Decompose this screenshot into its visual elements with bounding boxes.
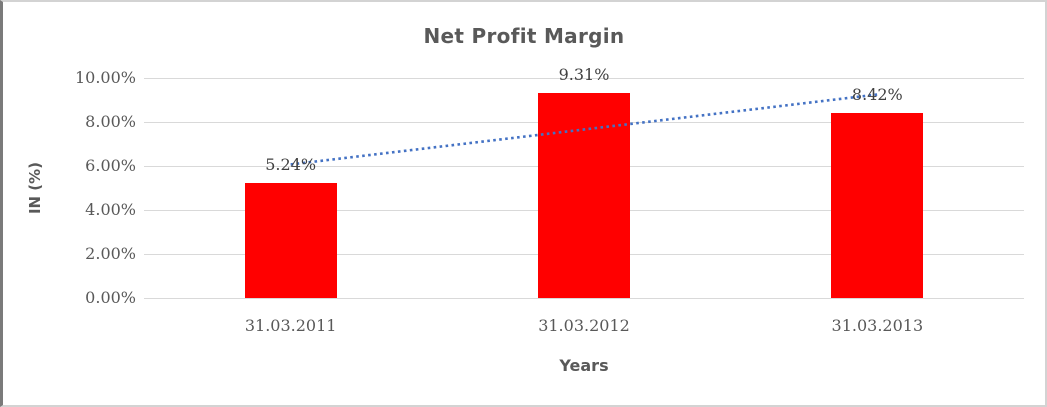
y-tick-label: 4.00% [85, 200, 136, 219]
plot-area: 5.24% 31.03.2011 9.31% 31.03.2012 8.42% 31.03… [144, 67, 1024, 335]
x-tick-label: 31.03.2011 [244, 316, 337, 335]
x-tick-label: 31.03.2013 [831, 316, 924, 335]
y-tick-label: 6.00% [85, 156, 136, 175]
bar-31.03.2011 [244, 182, 337, 298]
chart-title: Net Profit Margin [423, 24, 625, 48]
bar-data-label: 5.24% [265, 154, 317, 174]
y-tick-label: 2.00% [85, 244, 136, 263]
y-tick-label: 10.00% [74, 68, 136, 87]
bar-31.03.2013 [831, 112, 924, 298]
gridline [144, 77, 1024, 79]
trendline-layer [290, 93, 878, 166]
y-axis-title: IN (%) [17, 78, 53, 298]
y-tick-label: 0.00% [85, 288, 136, 307]
y-tick-label: 8.00% [85, 112, 136, 131]
trendline [290, 93, 878, 166]
bar-data-label: 8.42% [851, 84, 903, 104]
x-axis-title: Years [559, 356, 609, 375]
bar-31.03.2012 [538, 93, 630, 298]
gridline [144, 297, 1024, 299]
x-tick-label: 31.03.2012 [538, 316, 630, 335]
bar-data-label: 9.31% [558, 65, 610, 85]
